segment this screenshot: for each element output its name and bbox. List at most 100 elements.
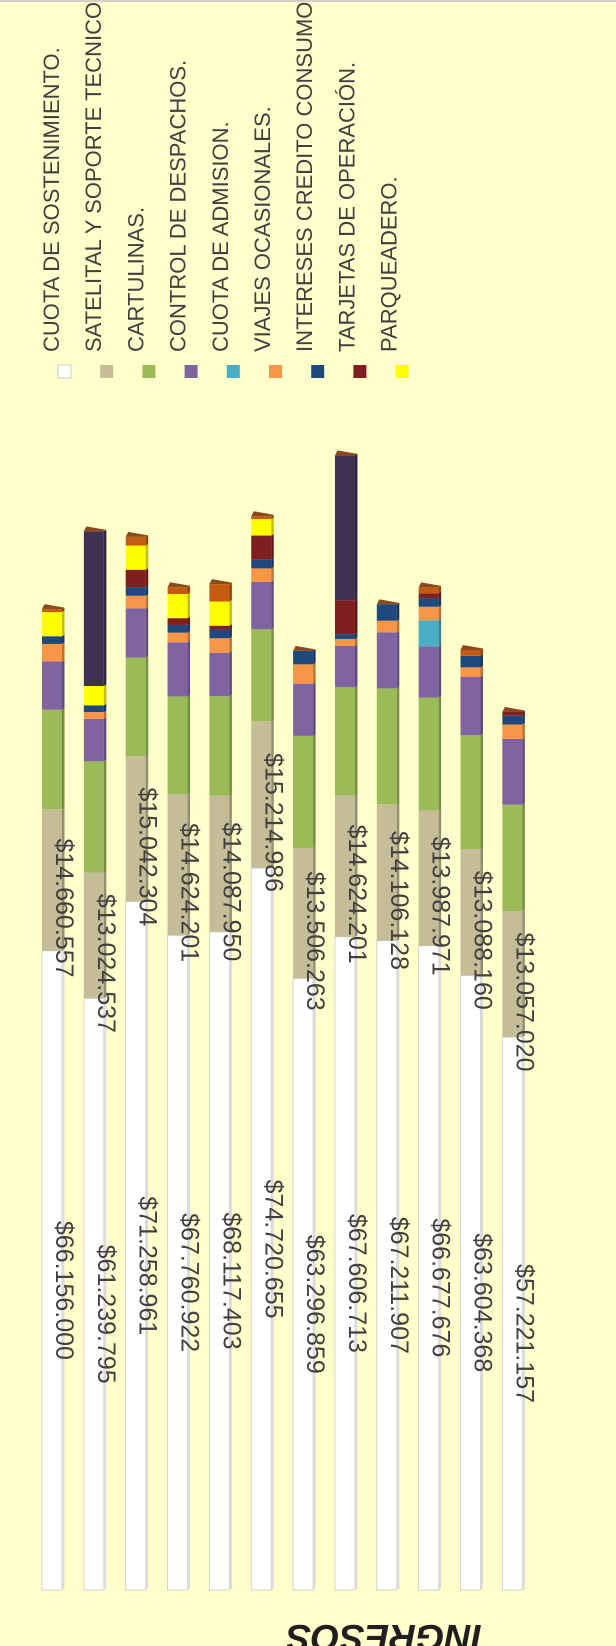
- data-label: $13.506.263: [301, 872, 329, 1011]
- bar-segment: [251, 629, 272, 722]
- bar-segment-side: [187, 616, 191, 625]
- bar-segment: [209, 601, 230, 626]
- bar-segment-side: [480, 648, 483, 656]
- bar-segment: [167, 632, 188, 643]
- bar-stack: [376, 599, 400, 1591]
- bar-top-cap: [83, 526, 107, 532]
- bar-segment-side: [313, 662, 316, 684]
- bar-top-cap: [418, 582, 442, 588]
- bar-top-cap: [293, 645, 316, 651]
- legend-item: CARTULINAS.: [123, 207, 156, 378]
- bar-segment: [293, 664, 314, 684]
- bar-segment-side: [103, 529, 107, 686]
- data-label: $63.604.368: [469, 1233, 497, 1372]
- bar-segment: [209, 625, 230, 630]
- bar-segment-side: [145, 594, 149, 609]
- bar-segment: [251, 519, 272, 536]
- bar-segment-side: [145, 568, 149, 588]
- data-label: $14.660.557: [50, 838, 78, 977]
- bar-segment: [418, 697, 439, 811]
- bar-segment-side: [522, 1035, 525, 1590]
- bar-segment: [209, 652, 230, 697]
- data-label: $57.221.157: [510, 1264, 538, 1403]
- legend-swatch: [57, 364, 72, 379]
- data-label: $13.024.537: [92, 894, 120, 1033]
- bar-segment: [460, 655, 481, 668]
- bar-segment-side: [62, 659, 65, 710]
- bar-segment-side: [396, 939, 400, 1590]
- bar-segment: [334, 455, 355, 601]
- bar-stack: [501, 706, 525, 1591]
- bar-segment-side: [229, 794, 232, 932]
- bar-segment: [209, 696, 230, 796]
- bar-segment: [334, 600, 355, 635]
- bar-segment: [251, 721, 272, 869]
- bar-segment-side: [229, 694, 232, 796]
- legend: CUOTA DE SOSTENIMIENTO. SATELITAL Y SOPOR…: [39, 0, 409, 379]
- bar-segment: [293, 683, 314, 736]
- bar-segment: [83, 712, 104, 719]
- bar-segment-side: [229, 930, 232, 1590]
- bar-segment: [42, 643, 62, 662]
- bar-segment: [167, 794, 188, 936]
- bar-segment: [334, 638, 355, 646]
- data-label: $14.624.201: [343, 825, 371, 964]
- bar-segment: [167, 618, 188, 625]
- bar-segment-side: [229, 636, 232, 653]
- bar-segment-side: [103, 759, 107, 873]
- bar-segment-side: [396, 686, 400, 805]
- bar-segment-side: [62, 607, 65, 613]
- bar-segment-side: [229, 624, 232, 630]
- bar-segment: [83, 761, 104, 873]
- bar-segment: [460, 677, 481, 735]
- bar-segment: [376, 604, 397, 621]
- bar-segment-side: [438, 618, 442, 647]
- bar-segment-side: [103, 870, 107, 999]
- bar-stack: [167, 582, 191, 1591]
- data-label: $68.117.403: [217, 1212, 245, 1349]
- bar-segment-side: [396, 602, 400, 621]
- bar-segment: [460, 849, 481, 976]
- bar-segment-side: [354, 632, 358, 639]
- bar-segment-side: [396, 619, 400, 633]
- bar-segment-side: [522, 803, 525, 911]
- bar-segment-side: [271, 566, 274, 582]
- bar-segment-side: [187, 592, 191, 619]
- bar-segment-side: [187, 933, 191, 1590]
- bar-segment-side: [396, 630, 400, 689]
- bar-stack: [418, 582, 442, 1591]
- bar-segment: [460, 649, 481, 656]
- data-label: $71.258.961: [134, 1196, 162, 1335]
- bar-segment: [502, 715, 523, 725]
- bar-segment: [376, 804, 397, 941]
- bar-segment: [125, 595, 146, 609]
- legend-swatch: [353, 365, 367, 378]
- legend-label: CONTROL DE DESPACHOS.: [166, 60, 191, 352]
- bar-segment-side: [145, 656, 149, 757]
- bar-top-cap: [125, 531, 149, 537]
- bar-segment: [125, 756, 146, 902]
- bar-segment: [418, 606, 439, 621]
- legend-item: TARJETAS DE OPERACIÓN.: [334, 62, 367, 378]
- bar-segment-side: [103, 710, 107, 719]
- legend-item: CONTROL DE DESPACHOS.: [166, 60, 198, 378]
- bar-segment-side: [522, 710, 525, 716]
- legend-swatch: [311, 365, 325, 378]
- bar-segment: [334, 795, 355, 937]
- bar-segment-side: [229, 628, 232, 639]
- bar-segment: [83, 685, 104, 706]
- bar-segment-side: [354, 644, 358, 688]
- bar-segment: [460, 734, 481, 850]
- bar-segment: [502, 804, 523, 911]
- bar-top-cap: [209, 579, 232, 585]
- bar-segment: [42, 636, 62, 644]
- bar-segment: [42, 661, 62, 710]
- bar-segment-side: [62, 610, 65, 637]
- bar-segment-side: [187, 623, 191, 633]
- bar-top-cap: [251, 511, 274, 517]
- data-label: $63.296.859: [301, 1235, 329, 1374]
- data-label: $74.720.655: [259, 1180, 287, 1319]
- bar-segment: [167, 594, 188, 619]
- bar-segment-side: [271, 558, 274, 569]
- bar-segment: [42, 612, 62, 637]
